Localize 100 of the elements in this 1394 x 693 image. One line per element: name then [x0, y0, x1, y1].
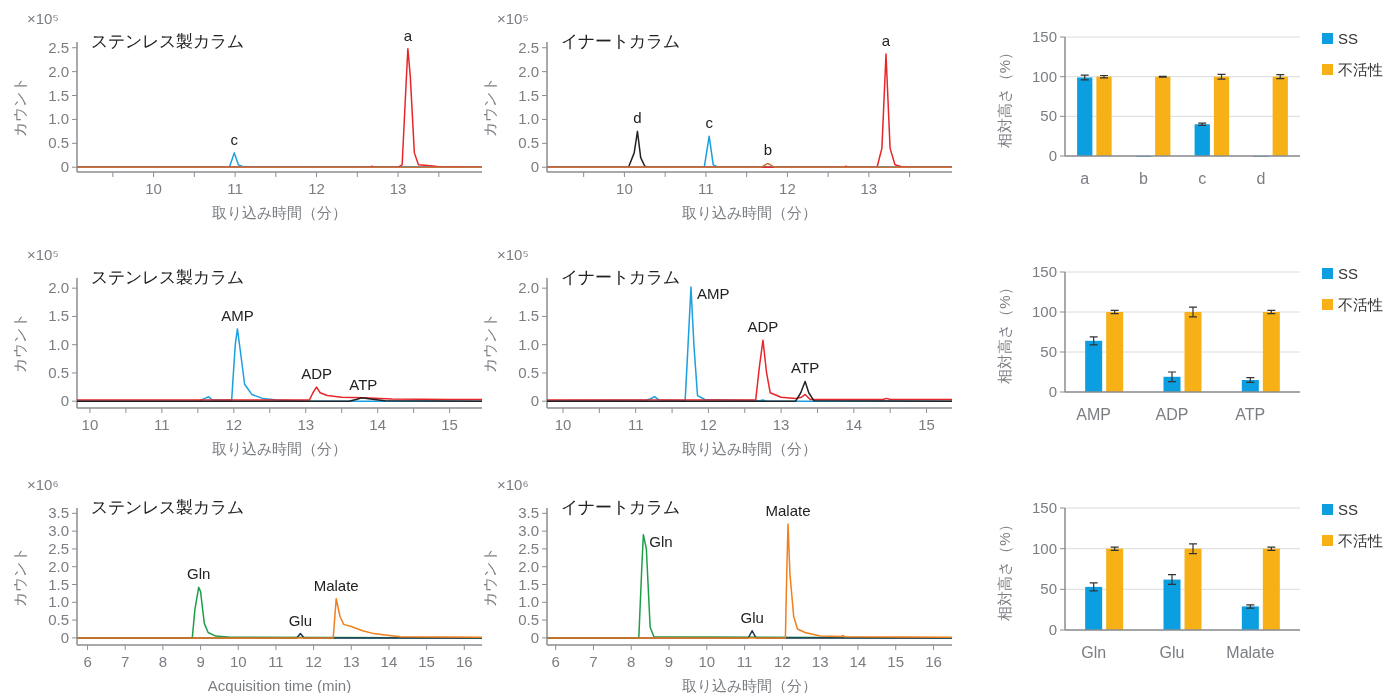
- x-tick-label: 10: [145, 180, 162, 197]
- annotation: b: [763, 141, 773, 159]
- x-tick-label: 13: [389, 180, 407, 197]
- y-tick-label: 2.0: [518, 62, 539, 80]
- y-axis-title: カウント: [481, 313, 498, 373]
- x-axis-title: 取り込み時間（分）: [682, 204, 817, 221]
- y-tick-label: 1.0: [518, 110, 539, 128]
- x-tick-label: 13: [297, 416, 315, 433]
- y-tick-label: 1.0: [48, 335, 69, 353]
- x-tick-label: 15: [418, 653, 435, 670]
- x-tick-label: 13: [342, 653, 360, 670]
- x-axis-title: 取り込み時間（分）: [212, 204, 347, 221]
- y-tick-label: 50: [1040, 343, 1057, 360]
- y-axis-title: カウント: [481, 546, 498, 607]
- x-tick-label: 15: [441, 416, 458, 433]
- y-tick-label: 0.5: [518, 134, 539, 152]
- y-axis-title: カウント: [481, 77, 498, 137]
- x-tick-label: 11: [227, 180, 243, 197]
- x-tick-label: 6: [83, 653, 92, 670]
- x-tick-label: b: [1139, 170, 1149, 187]
- y-tick-label: 0: [530, 628, 539, 646]
- x-tick-label: 12: [225, 416, 243, 433]
- chart-title: ステンレス製カラム: [91, 32, 244, 51]
- legend-label: SS: [1338, 30, 1359, 47]
- y-tick-label: 0: [530, 392, 539, 410]
- x-tick-label: 8: [158, 653, 168, 670]
- x-tick-label: Glu: [1159, 644, 1185, 661]
- annotation: ATP: [349, 375, 378, 393]
- x-tick-label: 11: [627, 416, 644, 433]
- annotation: Glu: [740, 608, 764, 626]
- annotation: AMP: [696, 285, 730, 303]
- y-axis-title: 相対高さ（%）: [996, 44, 1013, 149]
- y-tick-label: 1.5: [48, 307, 69, 325]
- annotation: Gln: [187, 565, 211, 583]
- y-tick-label: 100: [1031, 539, 1057, 557]
- y-tick-label: 50: [1040, 107, 1057, 125]
- y-tick-label: 1.0: [48, 110, 69, 128]
- y-axis-title: 相対高さ（%）: [996, 280, 1013, 384]
- legend-label: SS: [1338, 265, 1359, 282]
- x-tick-label: 16: [925, 653, 942, 670]
- y-axis-title: 相対高さ（%）: [996, 517, 1013, 621]
- x-tick-label: 10: [616, 180, 633, 197]
- y-tick-label: 1.5: [48, 86, 69, 104]
- y-tick-label: 1.5: [48, 575, 69, 593]
- x-tick-label: ADP: [1155, 406, 1189, 423]
- annotation: ATP: [791, 359, 820, 377]
- x-tick-label: 10: [698, 653, 716, 670]
- x-tick-label: 9: [196, 653, 205, 670]
- x-tick-label: 13: [772, 416, 790, 433]
- y-tick-label: 3.5: [48, 504, 69, 522]
- chart-title: イナートカラム: [561, 32, 680, 51]
- y-tick-label: 0: [530, 158, 539, 176]
- y-tick-label: 50: [1040, 580, 1057, 598]
- annotation: d: [633, 109, 642, 127]
- y-tick-label: 0: [60, 392, 69, 410]
- x-tick-label: 7: [589, 653, 598, 670]
- y-tick-label: 2.5: [48, 539, 69, 557]
- x-tick-label: 10: [81, 416, 99, 433]
- x-tick-label: 15: [887, 653, 905, 670]
- chart-title: ステンレス製カラム: [91, 498, 244, 517]
- chart-title: イナートカラム: [561, 498, 680, 517]
- y-tick-label: 0: [60, 628, 69, 646]
- annotation: Gln: [649, 532, 673, 550]
- y-tick-label: 1.0: [518, 593, 539, 611]
- x-axis-title: 取り込み時間（分）: [682, 677, 817, 693]
- text: ×10⁶: [497, 476, 529, 493]
- x-tick-label: AMP: [1076, 406, 1111, 423]
- y-tick-label: 150: [1031, 28, 1057, 45]
- text: ×10⁶: [27, 476, 59, 493]
- text: ×10⁵: [27, 10, 59, 27]
- annotation: Malate: [765, 502, 811, 520]
- legend-label: 不活性: [1338, 296, 1383, 313]
- x-tick-label: 6: [551, 653, 560, 670]
- y-tick-label: 3.0: [48, 522, 69, 540]
- text: ×10⁵: [497, 246, 529, 263]
- annotation: c: [705, 114, 714, 132]
- y-tick-label: 150: [1031, 263, 1057, 280]
- x-tick-label: 14: [369, 416, 387, 433]
- x-tick-label: 14: [849, 653, 867, 670]
- annotation: Malate: [313, 576, 359, 594]
- x-tick-label: 11: [154, 416, 170, 433]
- y-tick-label: 0.5: [48, 134, 69, 152]
- x-tick-label: 10: [554, 416, 572, 433]
- y-tick-label: 1.5: [518, 575, 539, 593]
- y-tick-label: 0: [1048, 147, 1057, 164]
- x-tick-label: d: [1256, 170, 1266, 187]
- y-tick-label: 0.5: [48, 611, 69, 629]
- y-tick-label: 2.5: [518, 539, 539, 557]
- text: ×10⁵: [497, 10, 529, 27]
- y-tick-label: 1.0: [48, 593, 69, 611]
- x-tick-label: 14: [845, 416, 863, 433]
- x-tick-label: 12: [779, 180, 796, 197]
- annotation: c: [230, 130, 239, 148]
- annotation: ADP: [747, 318, 779, 336]
- x-axis-title: 取り込み時間（分）: [212, 440, 347, 457]
- annotation: ADP: [301, 365, 332, 383]
- x-tick-label: 12: [305, 653, 322, 670]
- y-tick-label: 2.0: [48, 279, 69, 297]
- y-tick-label: 0: [1048, 383, 1057, 400]
- y-tick-label: 150: [1031, 499, 1057, 516]
